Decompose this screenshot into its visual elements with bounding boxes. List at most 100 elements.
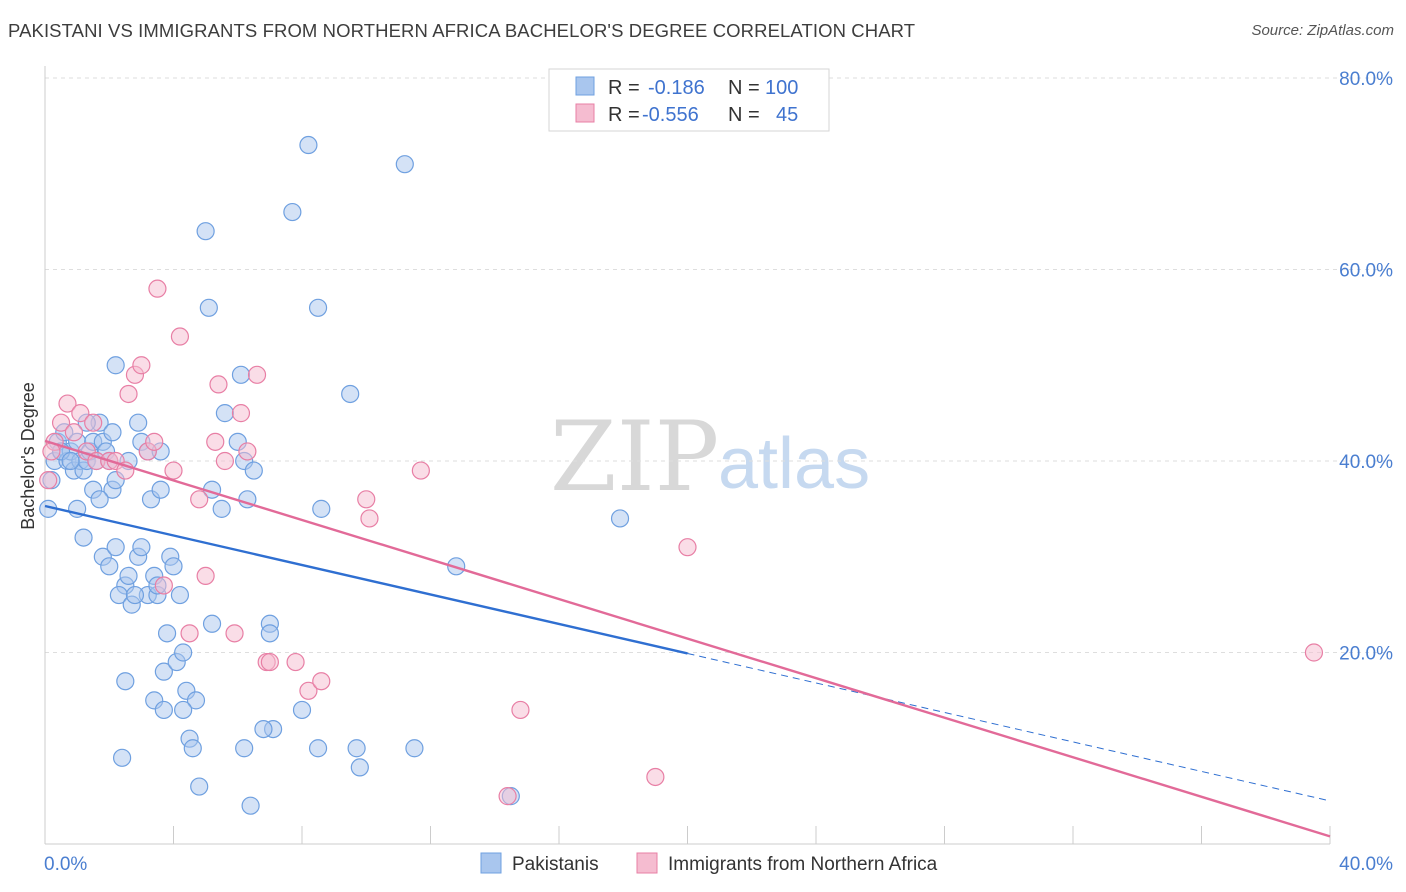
- legend-r-label-2: R =: [608, 104, 640, 126]
- legend-r-label-1: R =: [608, 77, 640, 99]
- legend-n-label-1: N =: [728, 77, 760, 99]
- data-point: [174, 700, 193, 720]
- trend-lines: [44, 439, 1331, 838]
- data-point: [610, 509, 630, 528]
- data-point: [154, 700, 173, 720]
- data-point: [212, 499, 231, 518]
- y-tick-label: 20.0%: [1339, 644, 1393, 665]
- y-tick-label: 40.0%: [1339, 452, 1393, 473]
- data-point: [106, 538, 125, 557]
- data-point: [247, 365, 267, 384]
- data-point: [190, 777, 209, 796]
- data-point: [106, 356, 125, 375]
- legend-r-value-1: -0.186: [648, 77, 705, 99]
- trend-line-immigrants: [44, 439, 1331, 838]
- data-point: [286, 652, 305, 672]
- legend-n-value-2: 45: [776, 104, 798, 126]
- legend-r-value-2: -0.556: [642, 104, 699, 126]
- data-point: [170, 327, 190, 346]
- data-point: [64, 423, 84, 442]
- data-point: [58, 394, 77, 413]
- data-point: [360, 509, 379, 528]
- data-point: [292, 700, 312, 720]
- data-point: [231, 365, 251, 384]
- data-point: [283, 202, 302, 222]
- data-point: [164, 557, 183, 576]
- data-point: [61, 451, 80, 471]
- legend-n-value-1: 100: [765, 77, 798, 99]
- data-point: [174, 643, 193, 662]
- data-point: [71, 404, 90, 423]
- bottom-legend-immigrants: Immigrants from Northern Africa: [668, 854, 938, 875]
- data-point: [154, 662, 173, 681]
- data-point: [103, 423, 122, 442]
- data-point: [190, 490, 209, 509]
- data-point: [180, 624, 199, 643]
- legend-swatch-pink: [575, 103, 595, 123]
- data-point: [357, 490, 376, 509]
- data-point: [125, 585, 145, 605]
- data-point: [39, 471, 58, 490]
- data-point: [411, 461, 430, 480]
- data-point: [1304, 643, 1324, 662]
- data-point: [260, 652, 279, 672]
- data-point: [100, 557, 119, 576]
- data-point: [148, 279, 167, 298]
- data-point: [164, 461, 183, 480]
- x-tick-labels: 0.0% 40.0%: [44, 854, 1393, 875]
- data-point: [132, 538, 151, 557]
- trend-line-pakistanis: [44, 504, 688, 655]
- data-point: [646, 767, 665, 787]
- data-point: [241, 796, 260, 815]
- data-point: [308, 298, 328, 317]
- data-point: [116, 672, 135, 691]
- data-point: [183, 739, 202, 758]
- data-point: [678, 538, 697, 557]
- data-point: [312, 672, 331, 691]
- data-point: [157, 624, 177, 643]
- data-point: [74, 528, 93, 547]
- watermark-atlas: atlas: [718, 424, 870, 504]
- source-label: Source: ZipAtlas.com: [1251, 22, 1394, 39]
- data-point: [132, 356, 151, 375]
- data-point: [238, 442, 257, 461]
- data-point: [498, 787, 517, 806]
- legend-n-label-2: N =: [728, 104, 760, 126]
- x-tick-label-max: 40.0%: [1339, 854, 1393, 875]
- data-point: [299, 681, 318, 700]
- data-point: [84, 413, 103, 432]
- data-point: [511, 700, 530, 720]
- legend-box: R = -0.186 N = 100 R = -0.556 N = 45: [548, 68, 830, 132]
- data-point: [244, 461, 263, 480]
- data-point: [199, 298, 218, 317]
- y-tick-label: 60.0%: [1339, 261, 1393, 282]
- data-point: [154, 576, 173, 595]
- data-point: [206, 432, 225, 451]
- data-point: [119, 384, 138, 404]
- data-point: [202, 614, 222, 633]
- trend-line-pakistanis-extension: [687, 652, 1331, 802]
- data-point: [299, 135, 318, 155]
- data-point: [347, 739, 366, 758]
- data-point: [231, 404, 251, 423]
- y-tick-label: 80.0%: [1339, 69, 1393, 90]
- data-point: [235, 739, 254, 758]
- data-point: [405, 739, 424, 758]
- data-point: [260, 624, 279, 643]
- data-point: [225, 624, 244, 643]
- legend-swatch-blue: [575, 76, 595, 96]
- bottom-legend-swatch-blue: [480, 852, 502, 874]
- data-point: [186, 691, 206, 710]
- data-point: [254, 719, 273, 739]
- data-point: [196, 566, 215, 586]
- data-point: [308, 739, 328, 758]
- data-point: [350, 758, 369, 777]
- data-point: [90, 490, 109, 509]
- y-tick-labels: 20.0% 40.0% 60.0% 80.0%: [1339, 69, 1393, 665]
- data-point: [151, 480, 170, 499]
- data-point: [395, 155, 414, 174]
- data-point: [196, 222, 215, 241]
- data-point: [215, 404, 234, 423]
- data-point: [51, 413, 71, 432]
